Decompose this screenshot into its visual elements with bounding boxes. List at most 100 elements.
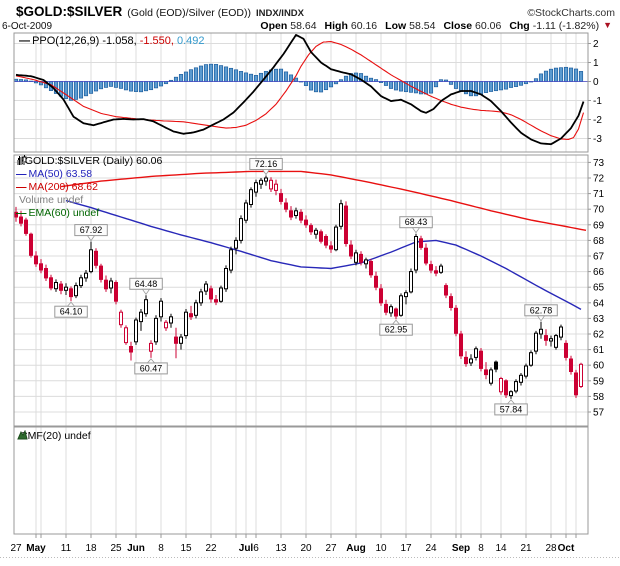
candle-body [69, 288, 73, 298]
ppo-histogram-bar [363, 75, 369, 82]
candle-body [529, 352, 533, 366]
ppo-histogram-bar [193, 67, 199, 82]
candle-body [194, 302, 198, 316]
ppo-legend: — PPO(12,26,9) -1.058, -1.550, 0.492 [19, 35, 205, 47]
ppo-histogram-bar [103, 81, 109, 88]
candle-body [479, 350, 483, 369]
ppo-histogram-bar [308, 81, 314, 91]
candle-body [459, 333, 463, 357]
candle-body [274, 183, 278, 191]
ppo-histogram-bar [218, 65, 224, 82]
ppo-histogram-bar [248, 73, 254, 82]
callout-notch [66, 301, 76, 307]
candle-body [444, 285, 448, 296]
x-axis-label: Sep [452, 543, 470, 554]
quote-field-value: 60.16 [350, 20, 378, 32]
main-chart-legend: $GOLD:$SILVER (Daily) 60.06 — MA(50) 63.… [16, 155, 162, 220]
candle-body [224, 268, 228, 290]
cmf-legend: CMF(20) undef [17, 430, 91, 442]
svg-text:68: 68 [593, 236, 605, 247]
quote-field-label: Low [385, 20, 407, 32]
candle-body [239, 218, 243, 241]
ppo-histogram-bar [518, 81, 524, 86]
candle-body [179, 336, 183, 344]
ppo-histogram-bar [113, 81, 119, 88]
svg-text:2: 2 [593, 39, 599, 50]
candle-body [29, 233, 33, 256]
callout-label: 68.43 [405, 217, 428, 227]
candle-body [319, 231, 323, 242]
svg-text:57: 57 [593, 408, 605, 419]
candle-body [244, 202, 248, 221]
candle-body [509, 391, 513, 397]
candle-body [264, 177, 268, 182]
candle-body [159, 300, 163, 318]
svg-text:64: 64 [593, 298, 605, 309]
candle-body [384, 303, 388, 313]
ppo-histogram-bar [88, 81, 94, 94]
x-axis-label: 8 [158, 543, 164, 554]
callout-notch [146, 358, 156, 364]
candle-body [304, 219, 308, 226]
candle-body [199, 291, 203, 304]
ppo-histogram-bar [208, 63, 214, 82]
candle-body [294, 210, 298, 217]
svg-text:65: 65 [593, 283, 605, 294]
x-axis-label: 13 [275, 543, 287, 554]
x-axis-label: 22 [205, 543, 217, 554]
candle-body [409, 271, 413, 293]
y-axis-labels: 2 1 0 -1 -2 -3 73 72 71 70 69 68 67 66 65 64 63 62 61 60 59 5… [588, 39, 605, 419]
quote-bar: Open 58.64 High 60.16 Low 58.54 Close 60.06 Chg -… [252, 20, 612, 32]
candle-body [119, 311, 123, 326]
candle-body [269, 179, 273, 190]
candle-body [399, 295, 403, 316]
ppo-histogram-bar [173, 76, 179, 82]
ppo-histogram-bar [93, 81, 99, 92]
ppo-histogram-bar [158, 81, 164, 87]
candle-body [579, 363, 583, 387]
callout-label: 62.95 [385, 325, 408, 335]
ppo-histogram-bar [563, 66, 569, 82]
candle-body [374, 275, 378, 288]
ppo-histogram-bar [538, 73, 544, 82]
ppo-histogram-bar [578, 71, 584, 82]
ppo-histogram-bar [493, 81, 499, 92]
cmf-legend-label: CMF(20) undef [20, 430, 91, 442]
ppo-histogram-bar [548, 68, 554, 82]
series-legend-label: $GOLD:$SILVER (Daily) 60.06 [19, 155, 163, 167]
callout-notch [86, 235, 96, 242]
candle-body [334, 226, 338, 251]
candle-body [89, 249, 93, 273]
ppo-histogram-bar [573, 68, 579, 82]
ppo-histogram-bar [453, 81, 459, 89]
candle-body [389, 306, 393, 314]
x-axis-label: 18 [85, 543, 97, 554]
svg-text:73: 73 [593, 158, 605, 169]
candle-body [439, 265, 443, 273]
candle-body [234, 239, 238, 249]
ppo-line-icon: — [19, 35, 30, 47]
quote-field-value: -1.11 (-1.82%) [532, 20, 600, 32]
x-axis-label: 6 [253, 543, 259, 554]
candle-body [424, 247, 428, 264]
ppo-histogram-bar [233, 69, 239, 82]
ppo-histogram-bar [108, 81, 114, 87]
candle-body [259, 179, 263, 185]
candle-body [39, 263, 43, 271]
candle-body [484, 369, 488, 376]
x-axis-label: Jul [239, 543, 254, 554]
ppo-histogram-bar [228, 67, 234, 82]
candle-body [99, 265, 103, 280]
callout-notch [411, 227, 421, 234]
ppo-histogram-bar [83, 81, 89, 97]
candle-body [404, 292, 408, 298]
candle-body [359, 253, 363, 263]
ppo-histogram-bar [433, 81, 439, 88]
ppo-histogram-bar [478, 81, 484, 95]
candle-body [129, 346, 133, 353]
ppo-histogram-bar [423, 81, 429, 95]
candle-body [329, 245, 333, 250]
callout-notch [506, 399, 516, 405]
